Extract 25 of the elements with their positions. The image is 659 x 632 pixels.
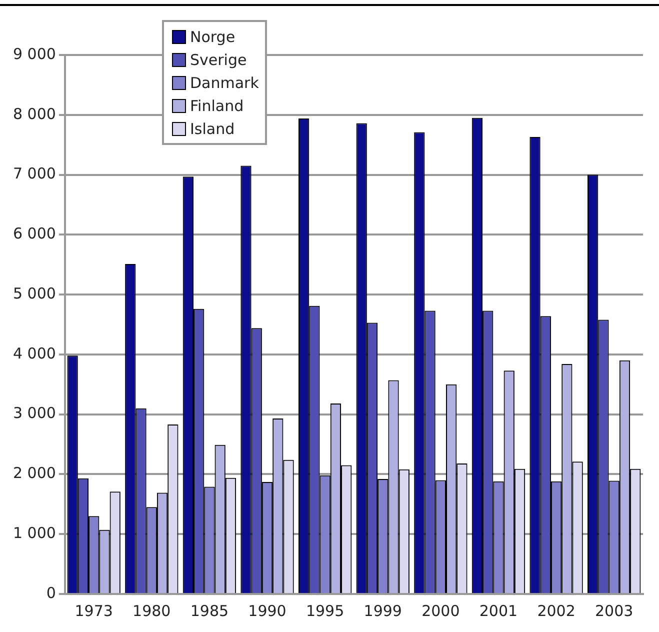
y-tick-label: 5 000 [12,284,56,302]
y-tick-label: 2 000 [12,464,56,482]
x-tick-label: 2003 [595,602,634,620]
y-tick-label: 9 000 [12,44,56,63]
x-tick-label: 2001 [479,602,518,620]
y-tick-label: 0 [46,584,56,602]
y-tick-label: 4 000 [12,344,56,362]
legend-label: Danmark [190,74,259,92]
x-tick-label: 1999 [364,602,402,620]
legend-label: Norge [190,28,236,46]
y-tick-label: 7 000 [12,164,56,183]
x-tick-label: 1995 [306,602,344,620]
x-tick-label: 1980 [132,602,171,620]
y-tick-label: 1 000 [12,524,56,542]
legend-label: Sverige [190,50,247,68]
y-tick-label: 3 000 [12,404,56,422]
x-tick-label: 2000 [422,602,460,620]
x-tick-label: 1990 [248,602,286,620]
x-tick-label: 1985 [190,602,229,620]
x-tick-label: 2002 [537,602,576,620]
legend-label: Island [190,120,235,138]
x-tick-label: 1973 [74,602,113,620]
y-tick-label: 8 000 [12,104,56,123]
y-tick-label: 6 000 [12,224,56,243]
legend-label: Finland [190,96,244,114]
